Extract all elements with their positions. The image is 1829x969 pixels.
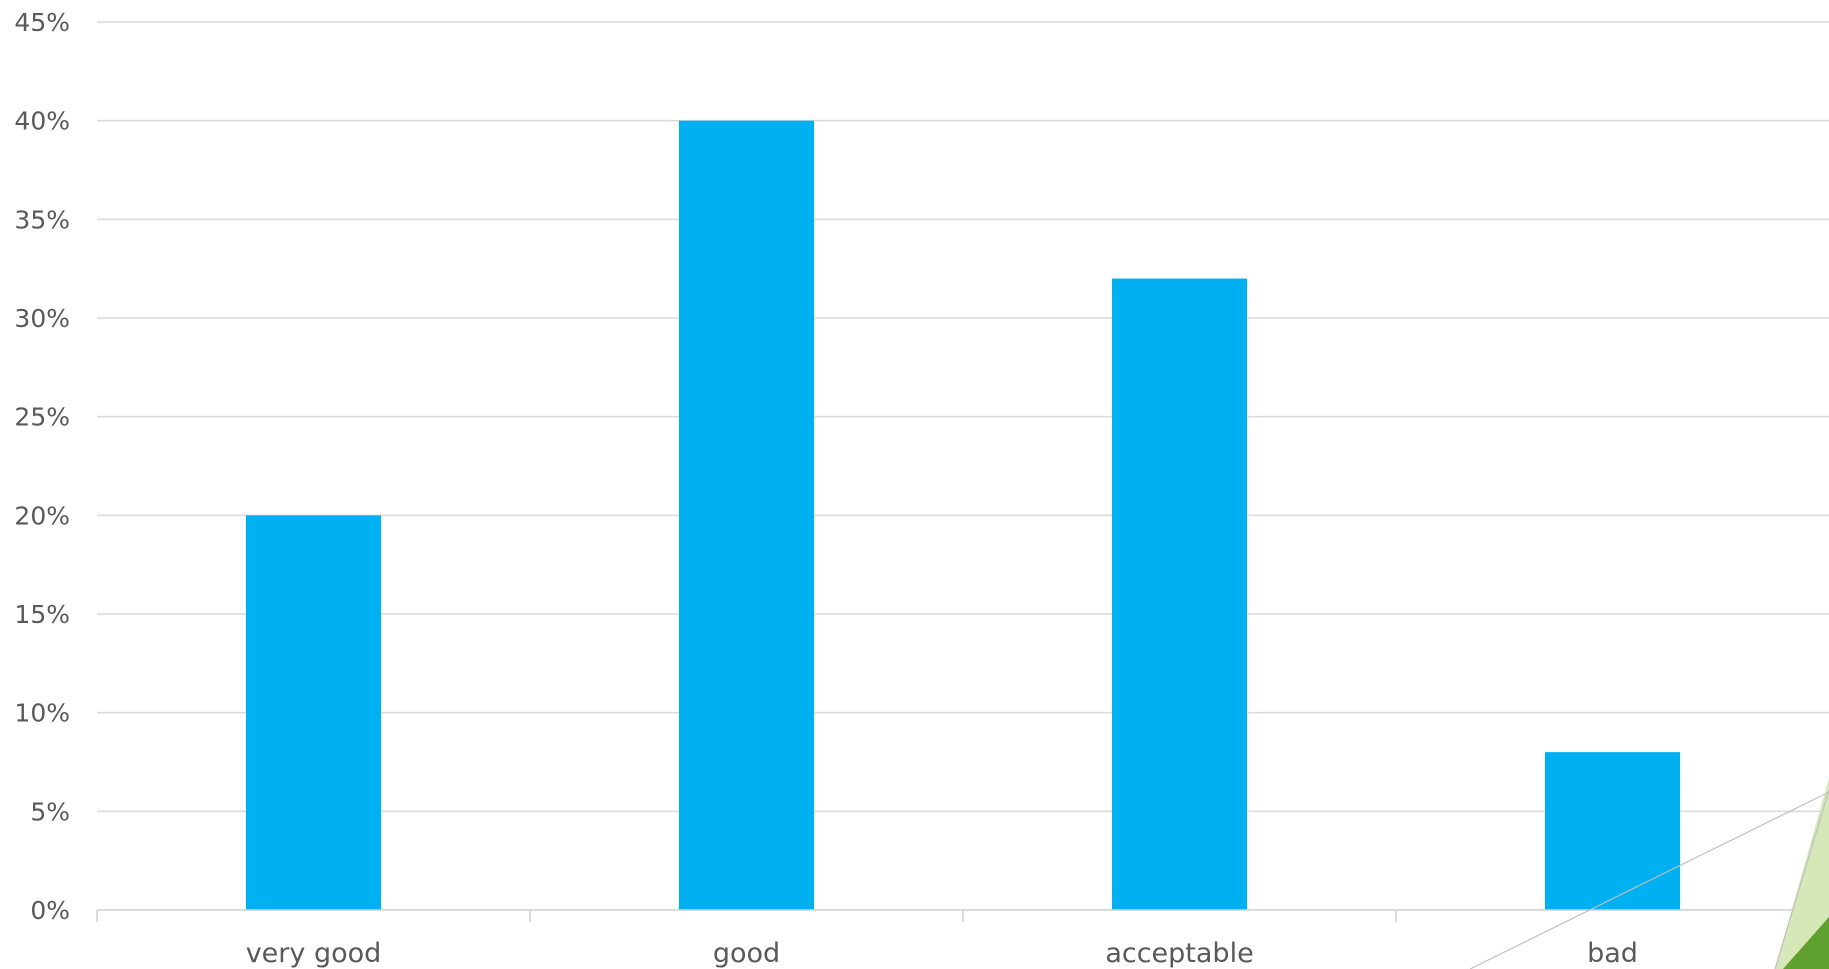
x-tick-label: bad — [1587, 938, 1638, 969]
bars — [245, 120, 1681, 910]
y-axis-tick-labels: 0% 5% 10% 15% 20% 25% 30% 35% 40% 45% — [14, 8, 70, 925]
y-tick-label: 0% — [30, 896, 70, 925]
gridlines — [97, 21, 1829, 813]
y-tick-label: 10% — [14, 699, 70, 728]
x-tick-label: very good — [246, 938, 382, 969]
corner-decoration-line-1 — [1469, 791, 1829, 969]
x-axis-tick-labels: very good good acceptable bad — [246, 938, 1638, 969]
y-tick-label: 25% — [14, 403, 70, 432]
bar-good — [678, 120, 815, 910]
corner-decoration-light-triangle — [1775, 778, 1829, 969]
x-axis — [96, 909, 1829, 922]
x-tick-label: good — [713, 938, 780, 969]
y-tick-label: 45% — [14, 8, 70, 37]
corner-decoration-line-2 — [1774, 789, 1829, 969]
bar-bad — [1544, 752, 1681, 910]
y-tick-label: 5% — [30, 797, 70, 826]
y-tick-label: 20% — [14, 501, 70, 530]
corner-decoration — [1469, 778, 1829, 969]
y-tick-label: 35% — [14, 205, 70, 234]
y-tick-label: 15% — [14, 600, 70, 629]
bar-very-good — [245, 515, 382, 910]
corner-decoration-dark-triangle — [1783, 917, 1829, 969]
x-tick-label: acceptable — [1105, 938, 1253, 969]
y-tick-label: 40% — [14, 107, 70, 136]
y-tick-label: 30% — [14, 304, 70, 333]
bar-acceptable — [1111, 278, 1248, 910]
